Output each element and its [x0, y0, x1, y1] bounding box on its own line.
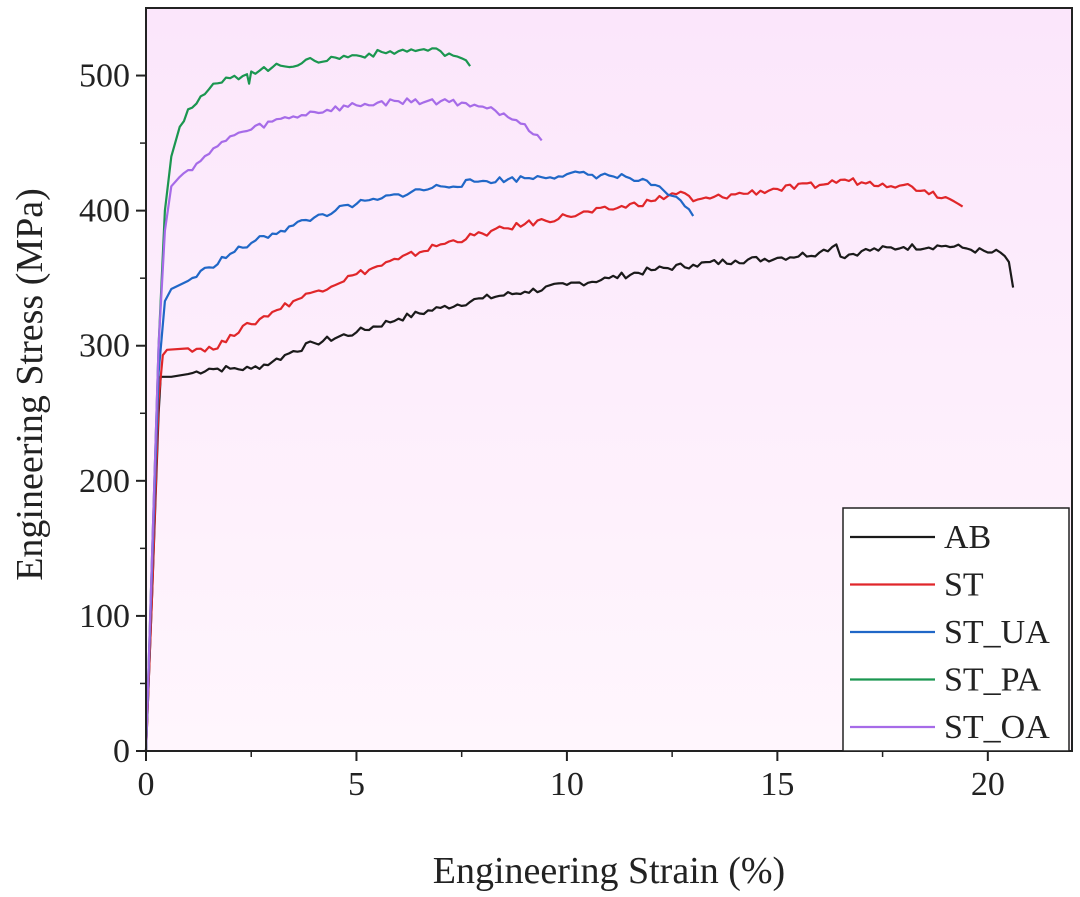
series-layer: [144, 47, 1015, 752]
plot-frame: [145, 7, 1073, 752]
x-tick-label: 0: [138, 766, 155, 803]
legend-label: ST_UA: [944, 614, 1050, 651]
legend-label: AB: [944, 519, 991, 556]
y-tick-label: 200: [79, 463, 130, 500]
series-line-st-ua: [144, 170, 695, 752]
x-tick-label: 5: [348, 766, 365, 803]
y-tick-label: 500: [79, 58, 130, 95]
y-axis-title: Engineering Stress (MPa): [9, 188, 51, 581]
x-tick-label: 20: [971, 766, 1005, 803]
y-tick-label: 300: [79, 328, 130, 365]
series-line-ab: [144, 243, 1015, 752]
x-axis-title: Engineering Strain (%): [433, 850, 785, 892]
legend-label: ST: [944, 567, 984, 604]
x-tick-label: 15: [760, 766, 794, 803]
legend-label: ST_OA: [944, 709, 1050, 746]
y-tick-label: 400: [79, 193, 130, 230]
axes: [145, 7, 1073, 752]
legend-label: ST_PA: [944, 662, 1041, 699]
legend-box: [842, 507, 1070, 752]
y-tick-label: 100: [79, 598, 130, 635]
legend: AB ST ST_UA ST_PA ST_OA: [842, 507, 1070, 752]
series-line-st-pa: [144, 47, 471, 752]
series-line-st-oa: [144, 97, 543, 752]
y-tick-label: 0: [113, 733, 130, 770]
x-tick-label: 10: [550, 766, 584, 803]
series-line-st: [144, 177, 964, 752]
